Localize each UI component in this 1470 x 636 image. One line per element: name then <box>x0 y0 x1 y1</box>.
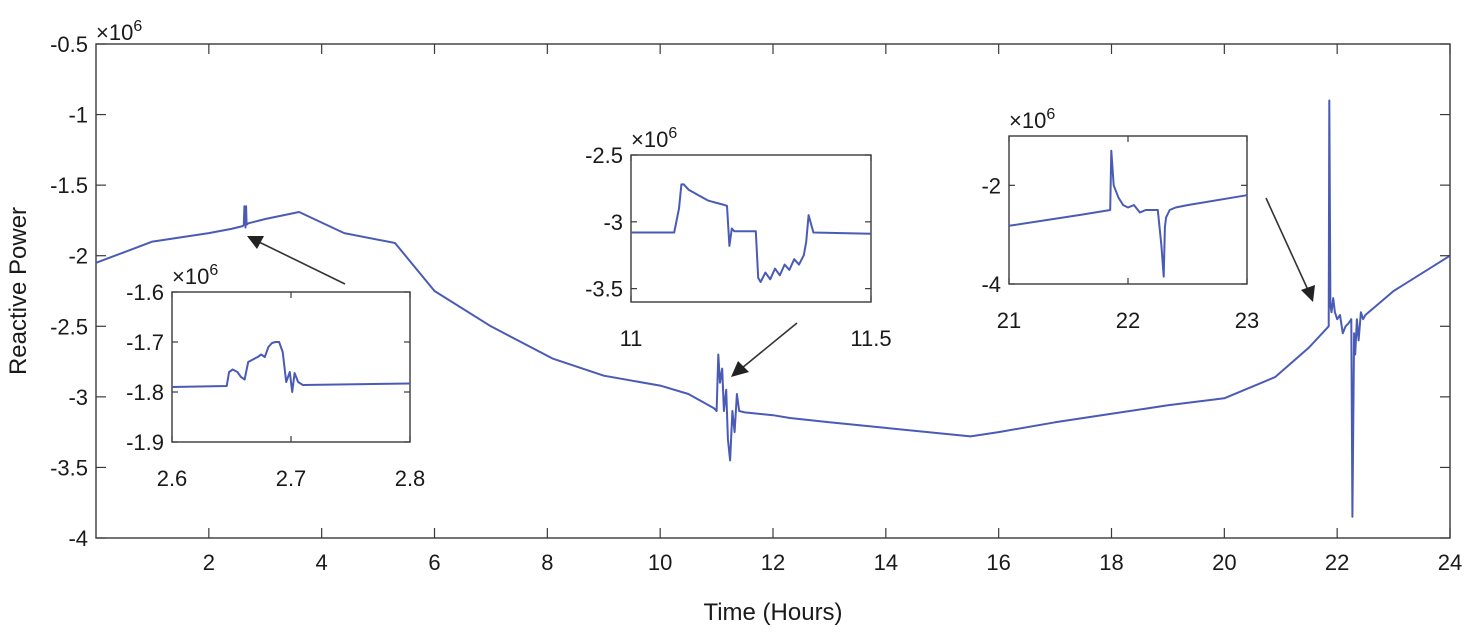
main-xtick-label: 6 <box>428 550 440 575</box>
main-xtick-label: 4 <box>316 550 328 575</box>
main-exponent-label: ×106 <box>96 18 142 45</box>
arrow-head-second <box>731 361 749 377</box>
main-ytick-label: -1 <box>68 103 88 128</box>
main-xtick-label: 8 <box>541 550 553 575</box>
inset2-frame <box>630 154 872 303</box>
inset1-xtick-label: 2.6 <box>157 466 188 491</box>
main-ytick-label: -2 <box>68 244 88 269</box>
inset3-xtick-label: 21 <box>997 308 1021 333</box>
inset3-ytick-label: -2 <box>981 173 1001 198</box>
inset2-xtick-label: 11.5 <box>850 326 891 351</box>
main-plot-frame <box>95 43 1451 539</box>
inset2-exponent-base: ×10 <box>631 127 668 152</box>
inset2-ytick-label: -3 <box>603 210 623 235</box>
main-ytick-label: -0.5 <box>50 32 88 57</box>
inset2-exponent-label: ×106 <box>631 125 677 152</box>
arrow-to-second-disturbance <box>741 322 798 369</box>
main-xtick-label: 2 <box>203 550 215 575</box>
arrow-to-third-disturbance <box>1265 197 1309 291</box>
inset-chart-third-disturbance: ×106 -2 -4 21 22 23 <box>981 106 1259 333</box>
inset2-ytick-label: -2.5 <box>585 143 623 168</box>
main-xtick-label: 24 <box>1438 550 1462 575</box>
main-xtick-label: 10 <box>648 550 672 575</box>
inset3-xtick-label: 22 <box>1116 308 1140 333</box>
main-series-line <box>95 99 1451 518</box>
inset2-ytick-label: -3.5 <box>585 277 623 302</box>
inset3-series-line <box>1008 149 1248 278</box>
main-xtick-label: 20 <box>1212 550 1236 575</box>
inset1-exponent-base: ×10 <box>172 264 209 289</box>
inset1-frame <box>171 291 411 443</box>
arrow-to-first-disturbance <box>258 241 346 285</box>
inset-chart-second-disturbance: ×106 -2.5 -3 -3.5 11 11.5 <box>585 125 892 351</box>
inset3-xtick-label: 23 <box>1235 308 1259 333</box>
main-ytick-label: -3 <box>68 385 88 410</box>
inset3-ytick-label: -4 <box>981 272 1001 297</box>
main-ytick-label: -1.5 <box>50 173 88 198</box>
inset1-series-line <box>171 341 411 393</box>
main-xtick-label: 12 <box>761 550 785 575</box>
inset1-ytick-label: -1.8 <box>126 380 164 405</box>
main-xtick-label: 16 <box>986 550 1010 575</box>
main-ytick-label: -4 <box>68 526 88 551</box>
main-xtick-label: 14 <box>874 550 898 575</box>
inset1-ytick-label: -1.7 <box>126 330 164 355</box>
arrow-head-first <box>247 236 264 249</box>
main-xtick-label: 22 <box>1325 550 1349 575</box>
inset3-frame <box>1008 135 1248 285</box>
main-ytick-label: -3.5 <box>50 455 88 480</box>
callout-arrows <box>247 197 1315 377</box>
inset1-ytick-label: -1.6 <box>126 280 164 305</box>
inset1-exponent-sup: 6 <box>209 262 218 279</box>
inset3-exponent-base: ×10 <box>1009 108 1046 133</box>
main-x-axis-label: Time (Hours) <box>703 599 842 626</box>
inset1-exponent-label: ×106 <box>172 262 218 289</box>
inset2-exponent-sup: 6 <box>668 125 677 142</box>
inset3-exponent-sup: 6 <box>1046 106 1055 123</box>
arrow-head-third <box>1301 285 1315 302</box>
main-ytick-label: -2.5 <box>50 314 88 339</box>
main-xtick-label: 18 <box>1099 550 1123 575</box>
inset1-xtick-label: 2.7 <box>276 466 307 491</box>
inset1-xtick-label: 2.8 <box>395 466 426 491</box>
inset1-ytick-label: -1.9 <box>126 430 164 455</box>
inset2-xtick-label: 11 <box>620 326 643 351</box>
main-y-axis-label: Reactive Power <box>5 207 32 375</box>
main-chart: ×106 Time (Hours) Reactive Power -0.5-1-… <box>5 18 1462 626</box>
inset-chart-first-disturbance: ×106 -1.6 -1.7 -1.8 -1.9 2.6 2.7 2.8 <box>126 262 425 491</box>
inset2-series-line <box>631 183 872 283</box>
inset3-exponent-label: ×106 <box>1009 106 1055 133</box>
